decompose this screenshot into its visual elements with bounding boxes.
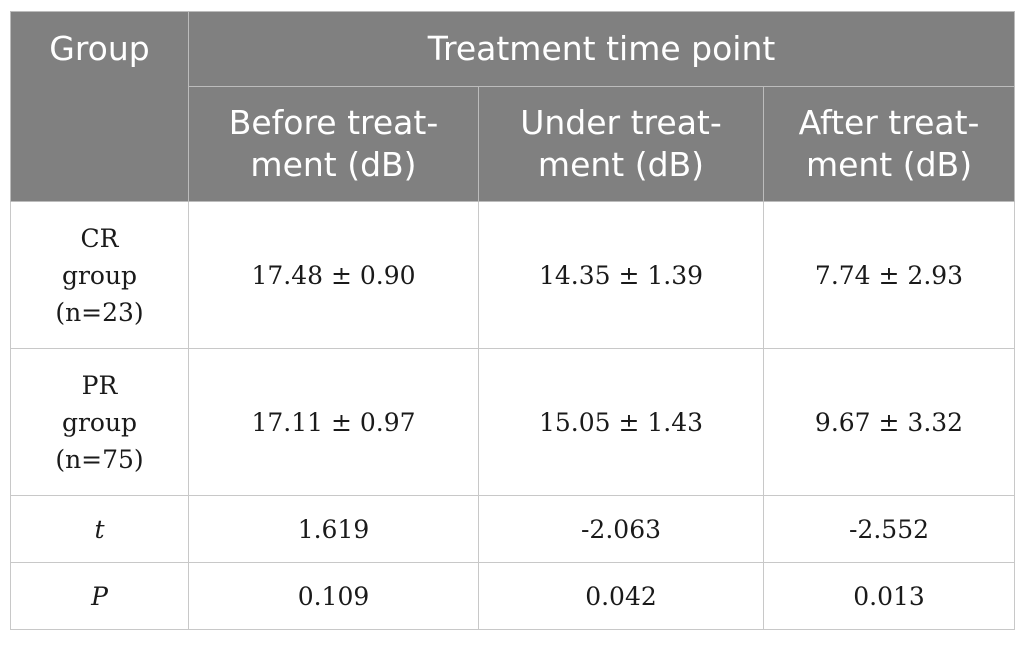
header-line: Under treat- <box>520 103 722 142</box>
row-label-line: group <box>61 260 138 290</box>
value-cell: 0.042 <box>478 562 764 630</box>
group-header: Group <box>10 11 189 202</box>
row-label-cell: PR group (n=75) <box>10 348 189 496</box>
value-cell: 0.013 <box>762 562 1016 630</box>
value-cell: 1.619 <box>188 495 479 563</box>
value-cell: -2.552 <box>762 495 1016 563</box>
header-line: ment (dB) <box>250 145 417 184</box>
table-body: CR group (n=23) 17.48 ± 0.90 14.35 ± 1.3… <box>10 201 1016 630</box>
value-cell: 15.05 ± 1.43 <box>478 348 764 496</box>
row-label-line: (n=23) <box>55 297 144 327</box>
row-label-line: (n=75) <box>55 444 144 474</box>
value-cell: 7.74 ± 2.93 <box>762 201 1016 349</box>
results-table: Group Treatment time point Before treat-… <box>10 11 1016 630</box>
value-cell: 9.67 ± 3.32 <box>762 348 1016 496</box>
row-label-line: PR <box>81 370 118 400</box>
value-cell: -2.063 <box>478 495 764 563</box>
timepoint-header: Treatment time point <box>187 11 1016 87</box>
table-row-t-statistic: t 1.619 -2.063 -2.552 <box>10 495 1016 563</box>
header-row-1: Group Treatment time point <box>10 11 1016 202</box>
value-cell: 0.109 <box>188 562 479 630</box>
header-line: ment (dB) <box>537 145 705 184</box>
before-treatment-header: Before treat- ment (dB) <box>188 86 479 202</box>
table-row-pr-group: PR group (n=75) 17.11 ± 0.97 15.05 ± 1.4… <box>10 348 1016 496</box>
row-label-cell: P <box>10 562 189 630</box>
table-row-p-value: P 0.109 0.042 0.013 <box>10 562 1016 630</box>
row-label-line: group <box>61 407 138 437</box>
value-cell: 17.11 ± 0.97 <box>188 348 479 496</box>
table-row-cr-group: CR group (n=23) 17.48 ± 0.90 14.35 ± 1.3… <box>10 201 1016 349</box>
value-cell: 17.48 ± 0.90 <box>188 201 479 349</box>
header-line: After treat- <box>798 103 980 142</box>
header-row-2: Before treat- ment (dB) Under treat- men… <box>11 86 1016 202</box>
row-label-line: CR <box>80 223 119 253</box>
under-treatment-header: Under treat- ment (dB) <box>478 86 764 202</box>
after-treatment-header: After treat- ment (dB) <box>762 86 1016 202</box>
table-header: Group Treatment time point Before treat-… <box>10 11 1016 202</box>
header-line: Before treat- <box>228 103 439 142</box>
row-label-cell: CR group (n=23) <box>10 201 189 349</box>
header-line: ment (dB) <box>805 145 973 184</box>
row-label-cell: t <box>10 495 189 563</box>
value-cell: 14.35 ± 1.39 <box>478 201 764 349</box>
